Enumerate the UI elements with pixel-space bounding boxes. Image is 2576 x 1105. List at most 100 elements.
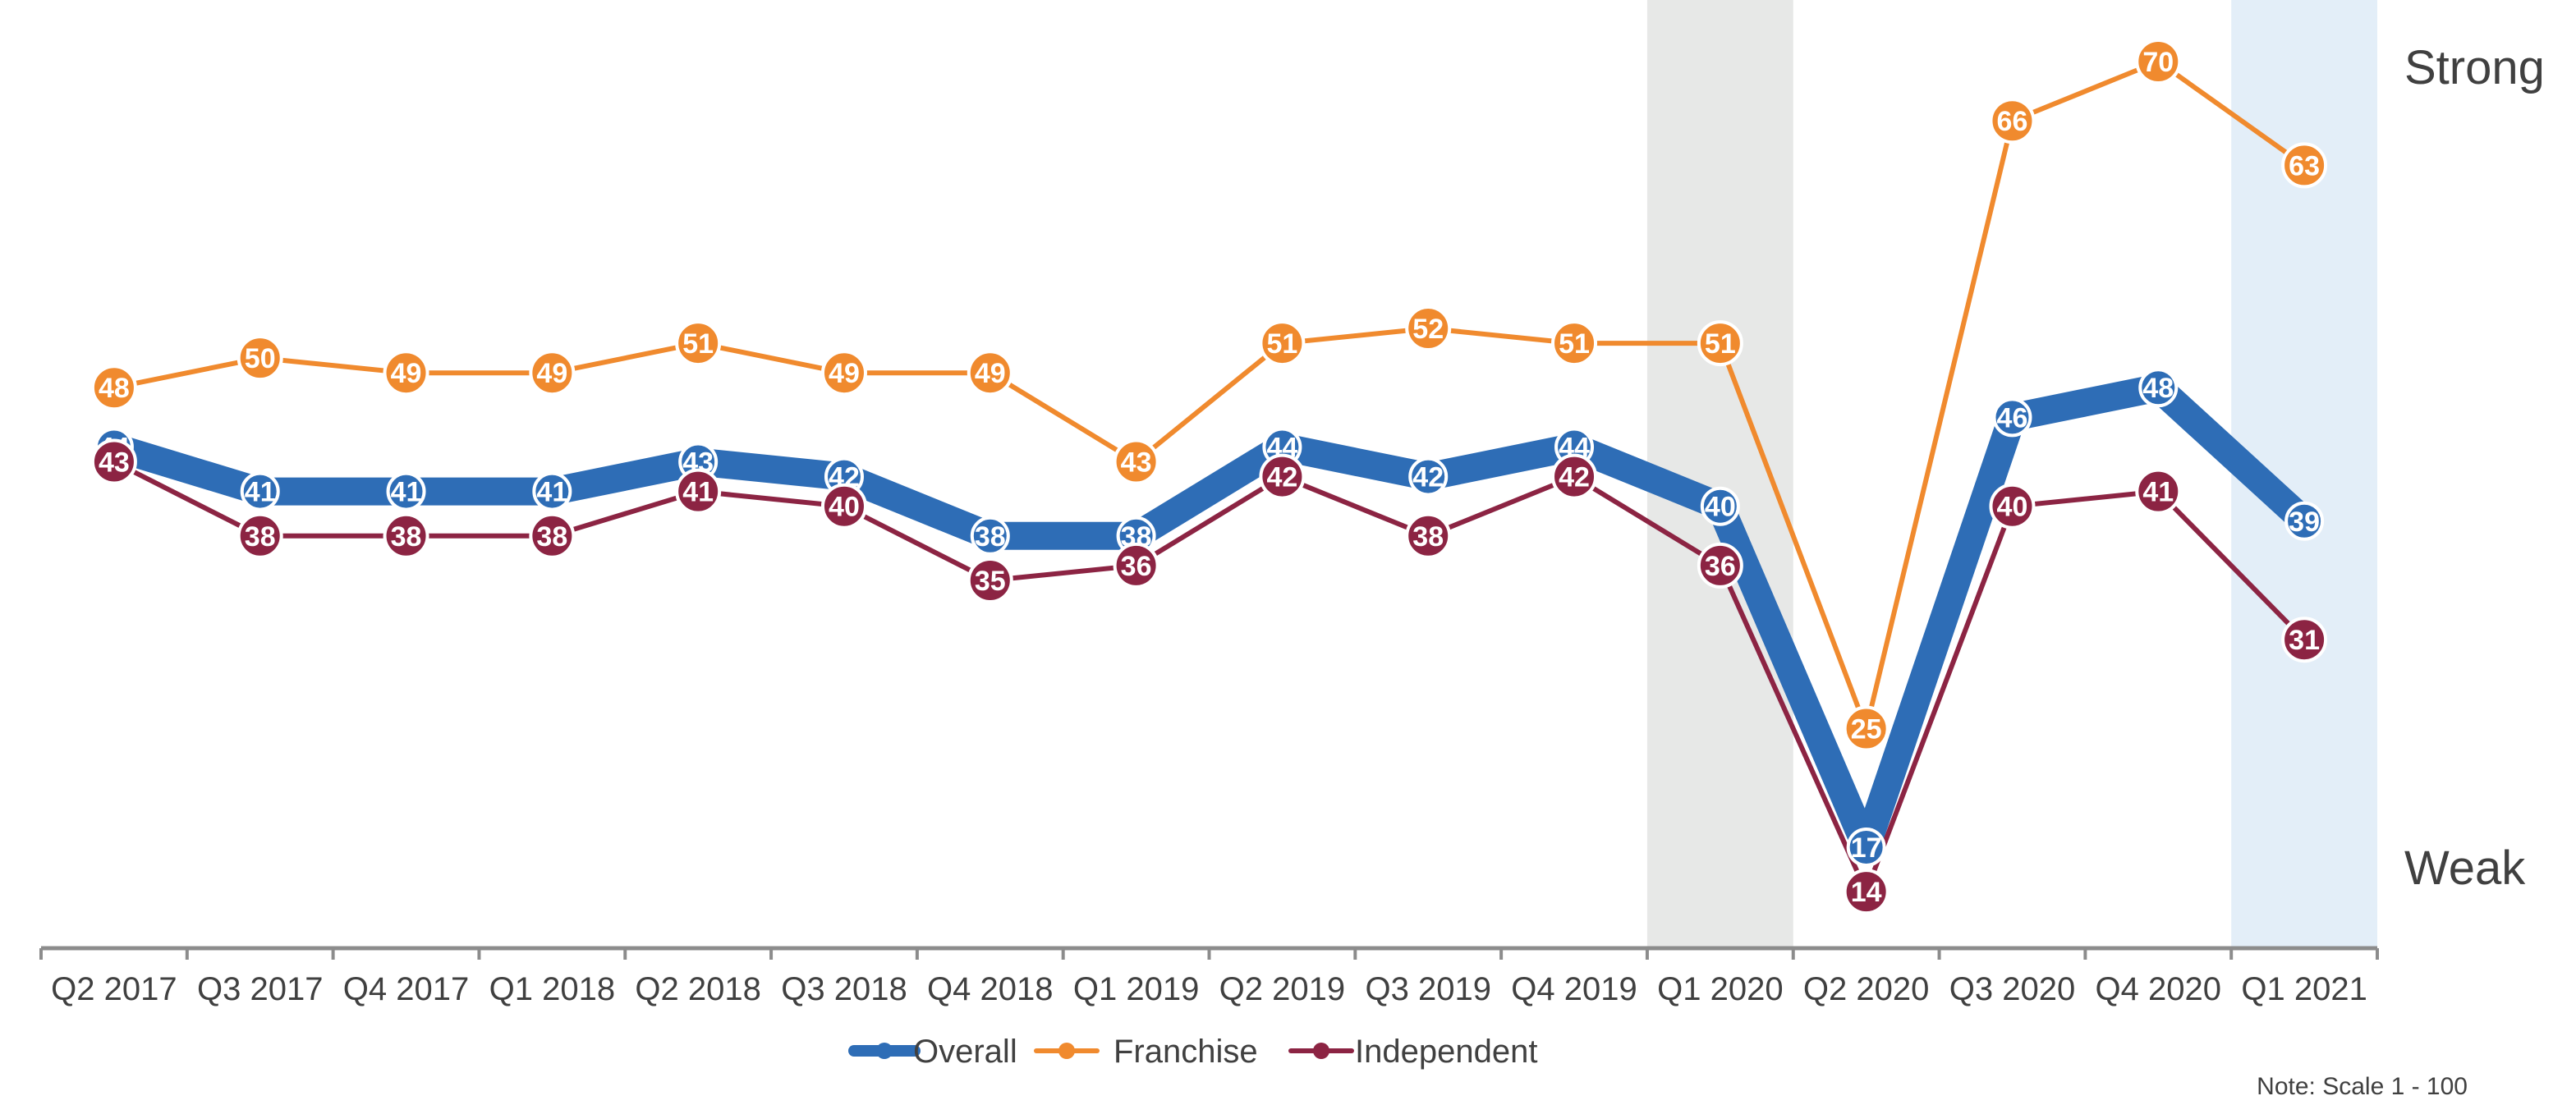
independent-data-label: 41: [682, 477, 714, 508]
franchise-point: [2281, 142, 2328, 189]
overall-data-label: 17: [1851, 832, 1882, 864]
franchise-point: [675, 320, 722, 367]
franchise-point: [529, 350, 576, 397]
independent-point: [236, 512, 283, 559]
independent-data-label: 36: [1121, 551, 1152, 582]
independent-point: [383, 512, 429, 559]
franchise-data-label: 48: [99, 373, 130, 404]
independent-data-label: 14: [1851, 877, 1882, 908]
x-tick-label: Q1 2021: [2241, 971, 2367, 1007]
weak-label: Weak: [2404, 841, 2526, 895]
franchise-point: [236, 335, 283, 382]
independent-point: [1551, 453, 1598, 500]
overall-point: [1846, 828, 1886, 867]
overall-point: [1700, 486, 1740, 526]
x-tick-label: Q3 2019: [1365, 971, 1490, 1007]
franchise-data-label: 25: [1851, 714, 1882, 745]
independent-data-label: 38: [536, 521, 567, 552]
x-tick-label: Q1 2020: [1657, 971, 1783, 1007]
x-tick-label: Q4 2018: [927, 971, 1053, 1007]
overall-point: [1992, 397, 2032, 438]
independent-data-label: 31: [2289, 625, 2320, 656]
franchise-data-label: 49: [536, 358, 567, 389]
x-axis: Q2 2017 Q3 2017 Q4 2017 Q1 2018 Q2 2018 Q3 20…: [39, 946, 2379, 1007]
series-line-independent: [111, 459, 2307, 895]
independent-point: [1113, 542, 1159, 589]
independent-data-label: 38: [245, 521, 276, 552]
franchise-point: [1405, 305, 1452, 352]
independent-data-label: 36: [1705, 551, 1736, 582]
independent-point: [967, 557, 1013, 603]
independent-point: [1405, 512, 1452, 559]
franchise-data-label: 50: [245, 343, 276, 374]
series-line-franchise: [111, 59, 2307, 731]
overall-point: [970, 516, 1010, 556]
independent-point: [1989, 483, 2036, 530]
overall-point: [1408, 456, 1449, 497]
franchise-data-label: 51: [1266, 328, 1297, 360]
franchise-data-label: 49: [391, 358, 422, 389]
franchise-point: [1989, 98, 2036, 144]
overall-data-label: 41: [245, 477, 276, 508]
franchise-point: [2135, 39, 2182, 85]
x-tick-label: Q2 2020: [1803, 971, 1929, 1007]
franchise-point: [90, 365, 137, 411]
x-tick-label: Q1 2018: [489, 971, 615, 1007]
x-tick-label: Q2 2018: [635, 971, 760, 1007]
independent-point: [2281, 617, 2328, 663]
independent-data-label: 41: [2142, 477, 2174, 508]
overall-data-label: 41: [391, 477, 422, 508]
x-tick-label: Q3 2018: [781, 971, 907, 1007]
franchise-data-label: 43: [1121, 447, 1152, 479]
overall-data-label: 42: [1412, 462, 1444, 493]
legend-marker-independent: [1313, 1043, 1329, 1059]
independent-point: [1259, 453, 1306, 500]
legend: Overall Franchise Independent: [848, 1034, 1537, 1070]
independent-point: [675, 468, 722, 515]
franchise-point: [1113, 438, 1159, 485]
independent-data-label: 43: [99, 447, 130, 479]
series-lines: [99, 59, 2319, 895]
x-tick-label: Q3 2017: [197, 971, 323, 1007]
independent-data-label: 40: [829, 492, 860, 523]
overall-point: [2138, 368, 2179, 408]
x-tick-label: Q4 2020: [2096, 971, 2221, 1007]
series-markers: 4850494951494943515251512566706344414141…: [90, 39, 2328, 915]
strong-label: Strong: [2404, 41, 2545, 94]
overall-data-label: 39: [2289, 507, 2320, 538]
x-tick-label: Q4 2019: [1511, 971, 1637, 1007]
overall-data-label: 41: [536, 477, 567, 508]
independent-point: [1697, 542, 1743, 589]
independent-data-label: 38: [391, 521, 422, 552]
x-tick-label: Q1 2019: [1073, 971, 1199, 1007]
independent-point: [90, 438, 137, 485]
overall-point: [532, 471, 572, 511]
overall-data-label: 38: [975, 521, 1006, 552]
x-tick-label: Q2 2017: [51, 971, 177, 1007]
franchise-data-label: 70: [2142, 47, 2174, 78]
legend-marker-overall: [876, 1043, 893, 1059]
legend-label-independent: Independent: [1355, 1034, 1537, 1070]
franchise-data-label: 51: [682, 328, 714, 360]
franchise-point: [967, 350, 1013, 397]
scale-note: Note: Scale 1 - 100: [2257, 1073, 2468, 1100]
franchise-point: [1259, 320, 1306, 367]
franchise-data-label: 52: [1412, 314, 1444, 345]
independent-data-label: 35: [975, 566, 1006, 597]
independent-data-label: 42: [1266, 462, 1297, 493]
overall-data-label: 40: [1705, 492, 1736, 523]
overall-point: [2284, 501, 2325, 541]
franchise-data-label: 63: [2289, 150, 2320, 181]
franchise-point: [1843, 705, 1890, 752]
franchise-data-label: 49: [829, 358, 860, 389]
franchise-point: [1697, 320, 1743, 367]
franchise-point: [1551, 320, 1598, 367]
franchise-data-label: 66: [1997, 106, 2028, 137]
franchise-data-label: 51: [1559, 328, 1590, 360]
x-tick-label: Q3 2020: [1949, 971, 2075, 1007]
franchise-point: [820, 350, 867, 397]
legend-label-overall: Overall: [913, 1034, 1017, 1070]
independent-point: [820, 483, 867, 530]
franchise-data-label: 51: [1705, 328, 1736, 360]
franchise-point: [383, 350, 429, 397]
